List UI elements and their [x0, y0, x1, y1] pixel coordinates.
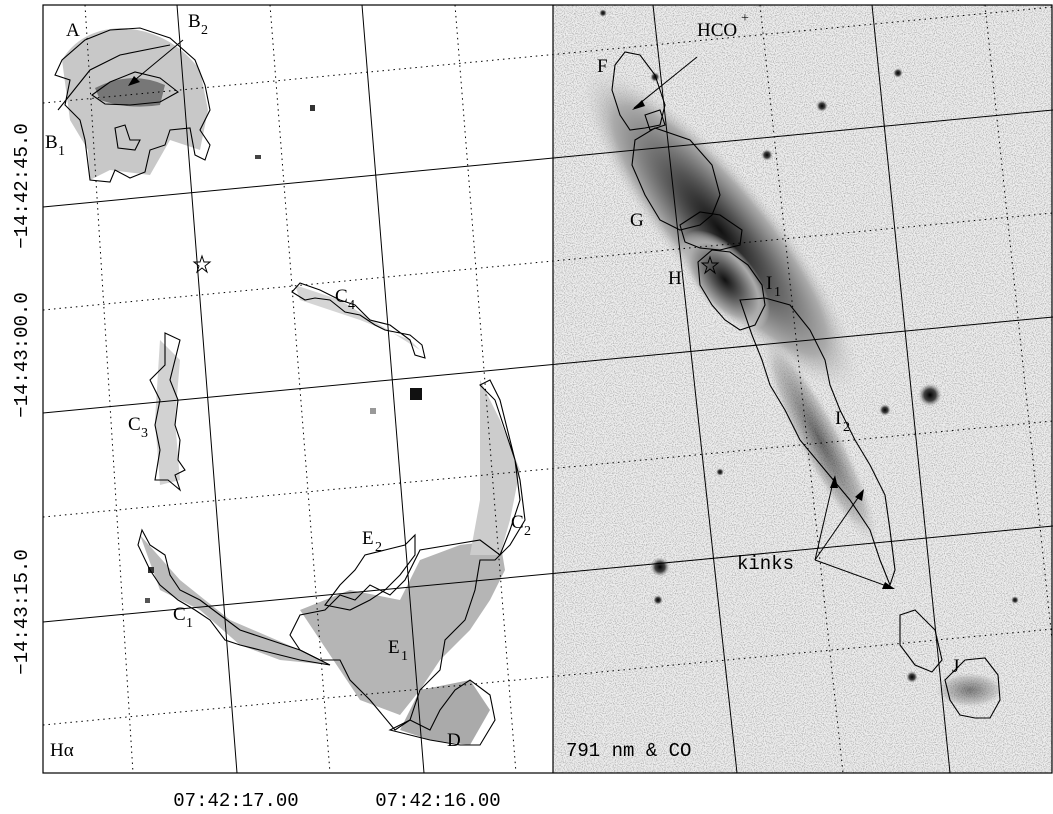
- panel-caption: 791 nm & CO: [566, 740, 691, 762]
- region-sub: 2: [524, 524, 531, 539]
- y-tick-label: −14:42:45.0: [11, 123, 33, 248]
- region-sub: 1: [186, 616, 193, 631]
- region-label: B: [45, 132, 58, 153]
- region-label: D: [447, 730, 461, 751]
- region-label: G: [630, 210, 644, 231]
- y-tick-label: −14:43:15.0: [11, 549, 33, 674]
- region-sup: +: [741, 11, 749, 26]
- region-label: C: [511, 512, 524, 533]
- region-label: C: [335, 286, 348, 307]
- region-label: HCO: [697, 20, 737, 41]
- region-label: C: [128, 414, 141, 435]
- region-label: I: [835, 408, 841, 429]
- region-label: H: [668, 268, 682, 289]
- y-tick-label: −14:43:00.0: [11, 292, 33, 417]
- region-label: B: [188, 11, 201, 32]
- annotation: kinks: [737, 553, 794, 575]
- region-label: I: [766, 273, 772, 294]
- region-sub: 2: [843, 420, 850, 435]
- region-label: E: [388, 637, 400, 658]
- region-label: A: [66, 20, 80, 41]
- region-label: J: [952, 656, 959, 677]
- region-sub: 2: [201, 23, 208, 38]
- figure: A B 2 B 1 C 4 C 3 E 2 C 2 C 1 E 1 D Hα F…: [0, 0, 1053, 814]
- region-label: C: [173, 604, 186, 625]
- region-sub: 1: [401, 649, 408, 664]
- x-tick-label: 07:42:17.00: [173, 790, 298, 812]
- region-label: E: [362, 528, 374, 549]
- right-panel: [543, 5, 1053, 773]
- region-label: F: [597, 56, 608, 77]
- region-sub: 1: [774, 285, 781, 300]
- region-sub: 2: [375, 540, 382, 555]
- panel-caption: Hα: [50, 740, 74, 761]
- region-sub: 4: [348, 298, 355, 313]
- region-sub: 1: [58, 144, 65, 159]
- region-sub: 3: [141, 426, 148, 441]
- x-tick-label: 07:42:16.00: [375, 790, 500, 812]
